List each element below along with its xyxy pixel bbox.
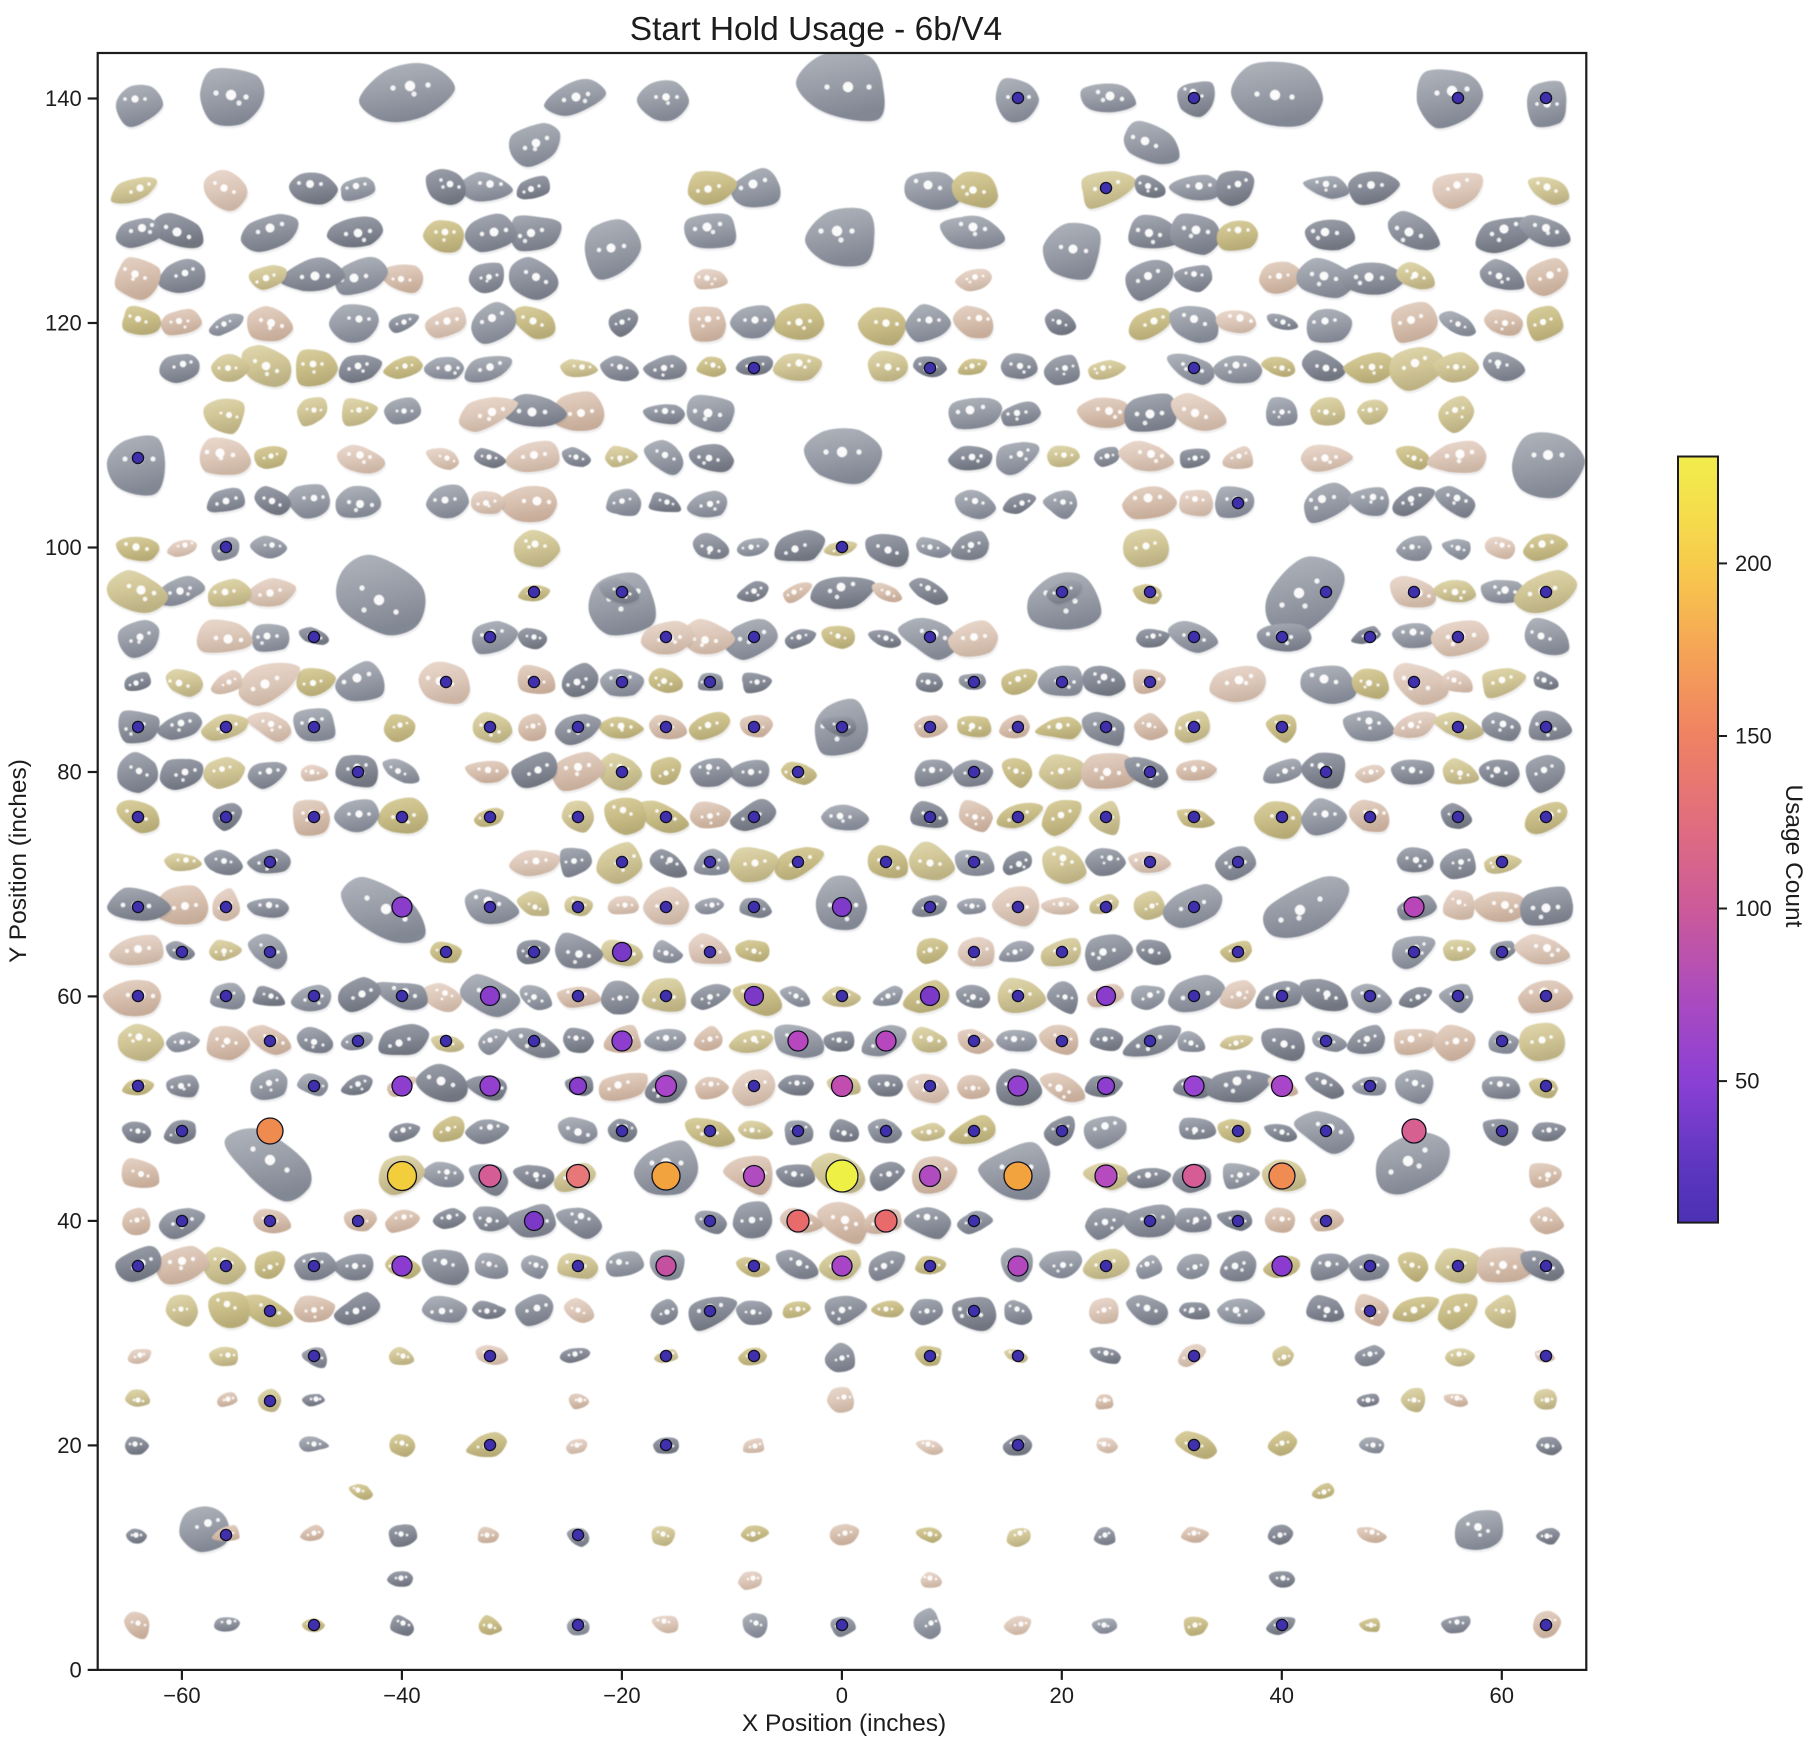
svg-text:50: 50 (1735, 1069, 1759, 1094)
svg-text:60: 60 (57, 984, 81, 1009)
svg-text:20: 20 (57, 1433, 81, 1458)
svg-text:Y Position (inches): Y Position (inches) (5, 759, 32, 963)
svg-text:100: 100 (45, 535, 82, 560)
svg-text:60: 60 (1490, 1683, 1514, 1708)
svg-text:40: 40 (57, 1208, 81, 1233)
svg-text:150: 150 (1735, 724, 1772, 749)
svg-text:80: 80 (57, 760, 81, 785)
svg-text:−20: −20 (603, 1683, 640, 1708)
svg-text:Start Hold Usage - 6b/V4: Start Hold Usage - 6b/V4 (630, 11, 1002, 48)
svg-text:0: 0 (69, 1657, 81, 1682)
svg-text:Usage Count: Usage Count (1780, 784, 1807, 927)
svg-text:0: 0 (836, 1683, 848, 1708)
svg-text:120: 120 (45, 311, 82, 336)
svg-text:20: 20 (1050, 1683, 1074, 1708)
svg-text:−40: −40 (383, 1683, 420, 1708)
svg-text:100: 100 (1735, 896, 1772, 921)
svg-text:200: 200 (1735, 551, 1772, 576)
svg-text:−60: −60 (163, 1683, 200, 1708)
svg-text:140: 140 (45, 86, 82, 111)
svg-text:X Position (inches): X Position (inches) (742, 1710, 946, 1737)
svg-text:40: 40 (1270, 1683, 1294, 1708)
